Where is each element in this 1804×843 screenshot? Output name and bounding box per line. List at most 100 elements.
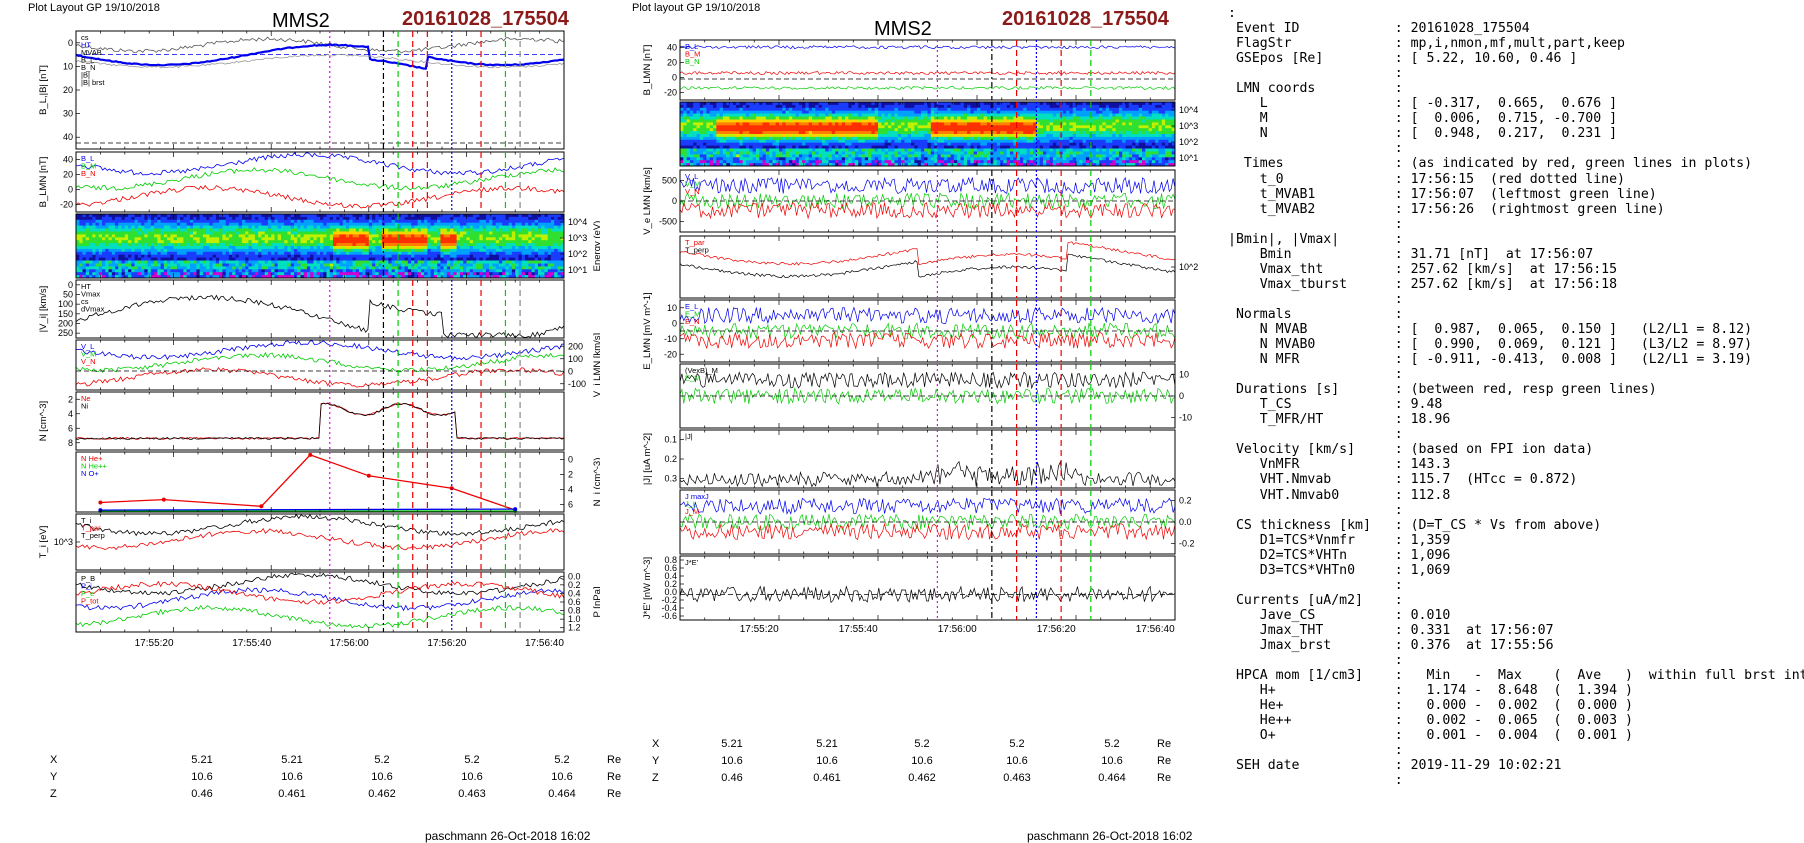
spectrogram-cell bbox=[310, 249, 314, 252]
spectrogram-cell bbox=[109, 232, 113, 235]
spectrogram-cell bbox=[700, 114, 704, 117]
spectrogram-cell bbox=[109, 229, 113, 232]
spectrogram-cell bbox=[805, 108, 809, 111]
spectrogram-cell bbox=[512, 249, 516, 252]
spectrogram-cell bbox=[183, 237, 187, 240]
spectrogram-cell bbox=[392, 266, 396, 269]
spectrogram-cell bbox=[288, 237, 292, 240]
spectrogram-cell bbox=[291, 272, 295, 275]
spectrogram-cell bbox=[924, 117, 928, 120]
spectrogram-cell bbox=[304, 217, 308, 220]
spectrogram-cell bbox=[460, 264, 464, 267]
spectrogram-cell bbox=[802, 114, 806, 117]
spectrogram-cell bbox=[512, 246, 516, 249]
spectrogram-cell bbox=[333, 272, 337, 275]
spectrogram-cell bbox=[177, 255, 181, 258]
spectrogram-cell bbox=[248, 237, 252, 240]
spectrogram-cell bbox=[805, 111, 809, 114]
spectrogram-cell bbox=[375, 272, 379, 275]
spectrogram-cell bbox=[515, 237, 519, 240]
spectrogram-cell bbox=[317, 220, 321, 223]
spectrogram-cell bbox=[1119, 114, 1123, 117]
spectrogram-cell bbox=[414, 220, 418, 223]
spectrogram-cell bbox=[921, 111, 925, 114]
spectrogram-cell bbox=[499, 255, 503, 258]
spectrogram-cell bbox=[842, 108, 846, 111]
spectrogram-cell bbox=[83, 252, 87, 255]
spectrogram-cell bbox=[327, 264, 331, 267]
spectrogram-cell bbox=[118, 269, 122, 272]
spectrogram-cell bbox=[541, 261, 545, 264]
spectrogram-cell bbox=[255, 246, 259, 249]
spectrogram-cell bbox=[180, 272, 184, 275]
spectrogram-cell bbox=[281, 258, 285, 261]
spectrogram-cell bbox=[437, 261, 441, 264]
spectrogram-cell bbox=[730, 117, 734, 120]
spectrogram-cell bbox=[1027, 108, 1031, 111]
spectrogram-cell bbox=[763, 114, 767, 117]
spectrogram-cell bbox=[76, 261, 80, 264]
spectrogram-cell bbox=[330, 261, 334, 264]
spectrogram-cell bbox=[970, 114, 974, 117]
spectrogram-cell bbox=[466, 261, 470, 264]
spectrogram-cell bbox=[980, 117, 984, 120]
spectrogram-cell bbox=[492, 243, 496, 246]
spectrogram-cell bbox=[388, 269, 392, 272]
spectrogram-cell bbox=[203, 234, 207, 237]
spectrogram-cell bbox=[535, 272, 539, 275]
spectrogram-cell bbox=[819, 111, 823, 114]
spectrogram-cell bbox=[375, 223, 379, 226]
spectrogram-cell bbox=[944, 105, 948, 108]
spectrogram-cell bbox=[1106, 117, 1110, 120]
spectrogram-cell bbox=[154, 246, 158, 249]
spectrogram-cell bbox=[115, 220, 119, 223]
spectrogram-cell bbox=[515, 269, 519, 272]
spectrogram-cell bbox=[460, 232, 464, 235]
y-tick-label: 20 bbox=[63, 170, 73, 180]
spectrogram-cell bbox=[366, 252, 370, 255]
spectrogram-cell bbox=[200, 240, 204, 243]
spectrogram-cell bbox=[483, 261, 487, 264]
spectrogram-cell bbox=[434, 266, 438, 269]
spectrogram-cell bbox=[505, 269, 509, 272]
spectrogram-cell bbox=[479, 229, 483, 232]
spectrogram-cell bbox=[392, 255, 396, 258]
spectrogram-cell bbox=[336, 223, 340, 226]
spectrogram-cell bbox=[1066, 111, 1070, 114]
spectrogram-cell bbox=[1126, 117, 1130, 120]
spectrogram-cell bbox=[408, 264, 412, 267]
spectrogram-cell bbox=[1116, 111, 1120, 114]
spectrogram-cell bbox=[275, 240, 279, 243]
spectrogram-cell bbox=[320, 264, 324, 267]
spectrogram-cell bbox=[405, 226, 409, 229]
spectrogram-cell bbox=[268, 269, 272, 272]
spectrogram-cell bbox=[875, 117, 879, 120]
spectrogram-cell bbox=[193, 252, 197, 255]
spectrogram-cell bbox=[447, 249, 451, 252]
spectrogram-cell bbox=[222, 269, 226, 272]
spectrogram-cell bbox=[1086, 114, 1090, 117]
spectrogram-cell bbox=[421, 217, 425, 220]
spectrogram-cell bbox=[759, 105, 763, 108]
spectrogram-cell bbox=[489, 261, 493, 264]
spectrogram-cell bbox=[431, 223, 435, 226]
spectrogram-cell bbox=[105, 264, 109, 267]
spectrogram-cell bbox=[1020, 114, 1024, 117]
spectrogram-cell bbox=[967, 117, 971, 120]
spectrogram-cell bbox=[401, 249, 405, 252]
spectrogram-cell bbox=[931, 114, 935, 117]
spectrogram-cell bbox=[822, 120, 826, 123]
spectrogram-cell bbox=[180, 232, 184, 235]
spectrogram-cell bbox=[317, 229, 321, 232]
spectrogram-cell bbox=[96, 261, 100, 264]
spectrogram-cell bbox=[789, 120, 793, 123]
spectrogram-cell bbox=[314, 252, 318, 255]
spectrogram-cell bbox=[359, 258, 363, 261]
spectrogram-cell bbox=[196, 234, 200, 237]
spectrogram-cell bbox=[974, 120, 978, 123]
y-tick-label: 0 bbox=[672, 73, 677, 83]
spectrogram-cell bbox=[268, 234, 272, 237]
spectrogram-cell bbox=[502, 272, 506, 275]
spectrogram-cell bbox=[509, 258, 513, 261]
